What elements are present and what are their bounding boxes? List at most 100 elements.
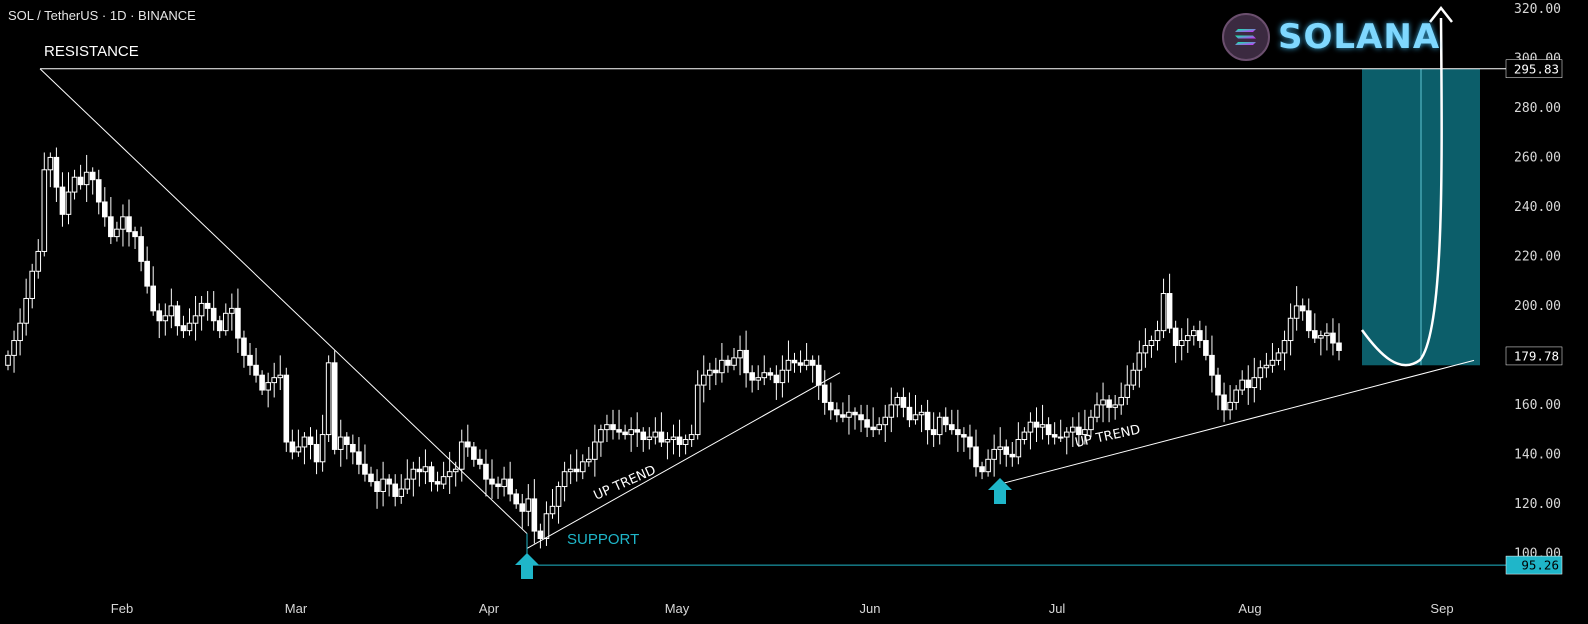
candle-body — [961, 434, 967, 438]
candle-body — [216, 320, 223, 332]
candle-body — [719, 359, 725, 374]
x-tick-label: Sep — [1430, 601, 1453, 616]
drawing-layer: RESISTANCE SUPPORT UP TREND UP TREND 295.83 1… — [39, 5, 1563, 579]
uptrend-label-1: UP TREND — [592, 463, 659, 504]
candle-body — [23, 297, 29, 324]
candle-body — [283, 374, 290, 443]
candle-body — [610, 424, 616, 431]
candle-body — [325, 362, 332, 436]
y-tick-label: 200.00 — [1514, 299, 1561, 314]
candle-body — [331, 362, 338, 450]
candle-body — [942, 416, 949, 426]
candle-body — [235, 307, 241, 339]
candle-body — [1015, 439, 1022, 458]
y-tick-label: 120.00 — [1514, 497, 1561, 512]
candle-body — [374, 481, 380, 492]
candle-body — [1221, 394, 1227, 411]
up-arrow-icon — [515, 553, 539, 579]
candle-body — [356, 451, 362, 465]
candle-body — [404, 478, 411, 490]
candle-body — [59, 186, 66, 215]
candle-body — [471, 446, 477, 460]
candle-body — [53, 156, 60, 188]
support-label: SUPPORT — [567, 531, 639, 548]
candle-body — [700, 374, 707, 386]
support-price-tag-bg — [1505, 555, 1563, 575]
candle-body — [1009, 453, 1016, 458]
candle-body — [289, 441, 296, 453]
candle-body — [1215, 374, 1221, 396]
candle-body — [852, 411, 858, 416]
candle-body — [894, 396, 901, 406]
candle-body — [906, 406, 913, 421]
candle-body — [392, 483, 398, 497]
candle-body — [628, 429, 634, 436]
candle-body — [150, 285, 156, 312]
candle-body — [646, 436, 653, 441]
candle-body — [1051, 434, 1058, 438]
candle-body — [83, 171, 90, 186]
candle-body — [138, 236, 144, 262]
candle-body — [1305, 310, 1312, 332]
candle-body — [307, 436, 314, 445]
candle-body — [815, 364, 822, 386]
candle-body — [592, 441, 598, 460]
candle-layer — [5, 147, 1342, 549]
candle-body — [1033, 421, 1040, 428]
candle-body — [797, 362, 804, 366]
candle-body — [1227, 401, 1233, 411]
candle-body — [1100, 399, 1106, 406]
candle-body — [821, 384, 828, 403]
uptrend-line-1 — [526, 372, 841, 549]
candle-body — [446, 471, 453, 478]
candle-body — [89, 171, 96, 181]
candle-body — [1148, 340, 1155, 346]
candle-body — [434, 481, 441, 485]
candle-body — [586, 458, 592, 463]
candle-body — [162, 315, 169, 322]
candle-body — [888, 404, 895, 418]
candle-body — [573, 468, 580, 473]
candle-body — [513, 493, 520, 505]
candle-body — [1094, 404, 1100, 418]
candle-body — [567, 468, 574, 473]
candle-body — [253, 364, 259, 376]
y-tick-label: 220.00 — [1514, 249, 1561, 264]
candle-body — [1142, 344, 1149, 354]
candle-body — [682, 439, 689, 445]
candle-body — [144, 260, 150, 287]
candle-body — [761, 372, 768, 379]
y-tick-label: 320.00 — [1514, 2, 1561, 17]
candle-body — [924, 411, 931, 431]
uptrend-label-2: UP TREND — [1074, 422, 1142, 450]
candle-body — [1063, 431, 1070, 438]
candle-body — [979, 466, 985, 473]
candle-body — [858, 414, 864, 421]
resistance-label: RESISTANCE — [44, 43, 139, 60]
projection-arrowhead — [1429, 5, 1453, 23]
candle-body — [1257, 367, 1264, 379]
candle-body — [277, 374, 284, 379]
candle-body — [1287, 317, 1294, 342]
current-price-tag-bg — [1505, 346, 1563, 366]
candle-body — [809, 359, 816, 366]
candle-body — [5, 354, 11, 366]
candle-body — [223, 312, 229, 332]
candle-body — [1130, 369, 1137, 386]
candle-body — [955, 429, 961, 436]
candle-body — [337, 436, 344, 450]
candle-body — [120, 216, 126, 230]
candle-body — [555, 486, 562, 507]
candle-body — [1076, 426, 1082, 436]
candle-body — [1203, 340, 1209, 356]
candle-body — [108, 216, 114, 238]
candle-body — [1184, 335, 1191, 342]
candle-body — [241, 337, 247, 356]
candle-body — [180, 325, 187, 332]
up-arrow-icon — [988, 478, 1012, 504]
x-tick-label: Mar — [285, 601, 308, 616]
candle-body — [1209, 354, 1215, 376]
candle-body — [398, 488, 405, 497]
symbol-header: SOL / TetherUS · 1D · BINANCE — [8, 8, 196, 23]
candle-body — [1154, 330, 1161, 342]
